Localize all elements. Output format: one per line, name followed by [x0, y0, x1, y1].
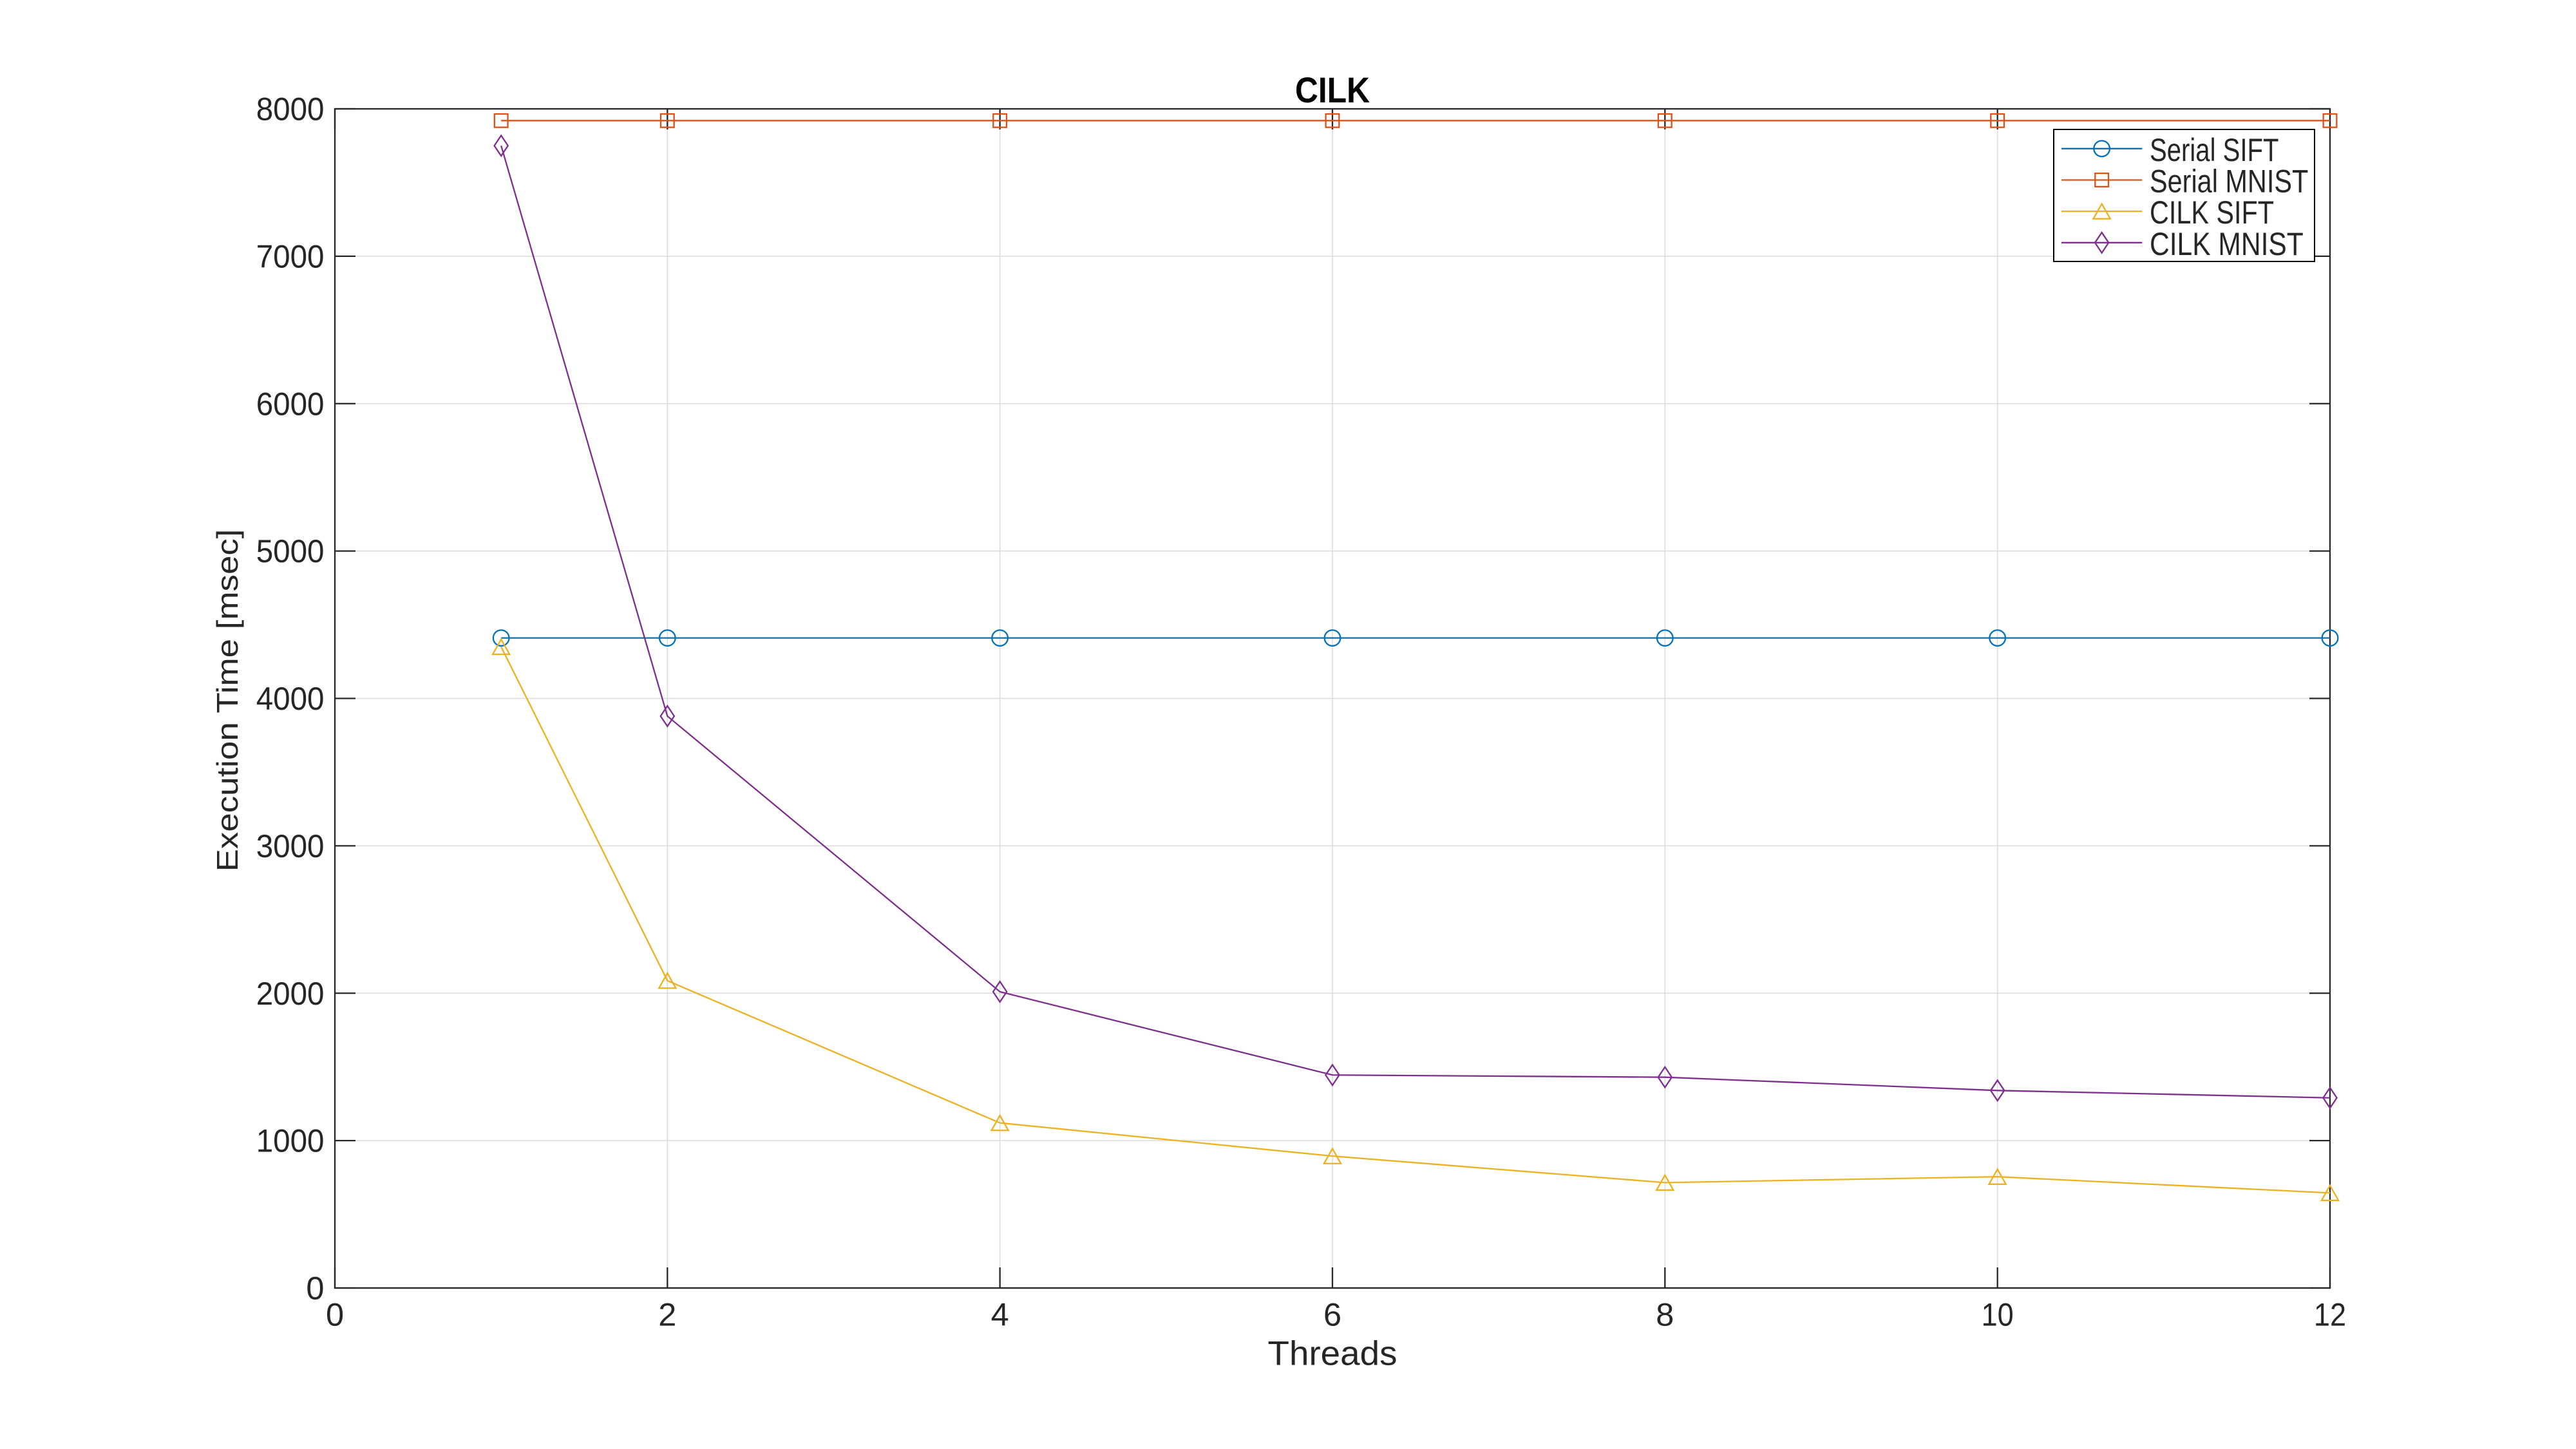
svg-text:3000: 3000: [256, 828, 325, 864]
svg-text:CILK MNIST: CILK MNIST: [2150, 226, 2304, 262]
svg-text:Execution Time [msec]: Execution Time [msec]: [211, 529, 244, 872]
svg-text:6000: 6000: [256, 385, 325, 422]
svg-text:8: 8: [1656, 1296, 1674, 1333]
svg-text:2000: 2000: [256, 975, 325, 1012]
svg-text:10: 10: [1982, 1296, 2014, 1333]
svg-text:1000: 1000: [256, 1122, 325, 1159]
svg-text:CILK SIFT: CILK SIFT: [2150, 194, 2274, 231]
svg-text:5000: 5000: [256, 533, 325, 569]
svg-text:2: 2: [658, 1296, 676, 1333]
svg-text:12: 12: [2314, 1296, 2346, 1333]
svg-text:0: 0: [306, 1270, 324, 1307]
svg-text:4: 4: [991, 1296, 1009, 1333]
svg-text:7000: 7000: [256, 238, 325, 274]
svg-text:Serial SIFT: Serial SIFT: [2150, 132, 2279, 168]
svg-text:8000: 8000: [256, 91, 325, 128]
svg-text:Threads: Threads: [1268, 1334, 1397, 1372]
svg-text:6: 6: [1323, 1296, 1341, 1333]
svg-text:CILK: CILK: [1295, 70, 1370, 110]
svg-text:4000: 4000: [256, 680, 325, 717]
svg-text:0: 0: [326, 1296, 344, 1333]
svg-text:Serial MNIST: Serial MNIST: [2150, 164, 2308, 200]
